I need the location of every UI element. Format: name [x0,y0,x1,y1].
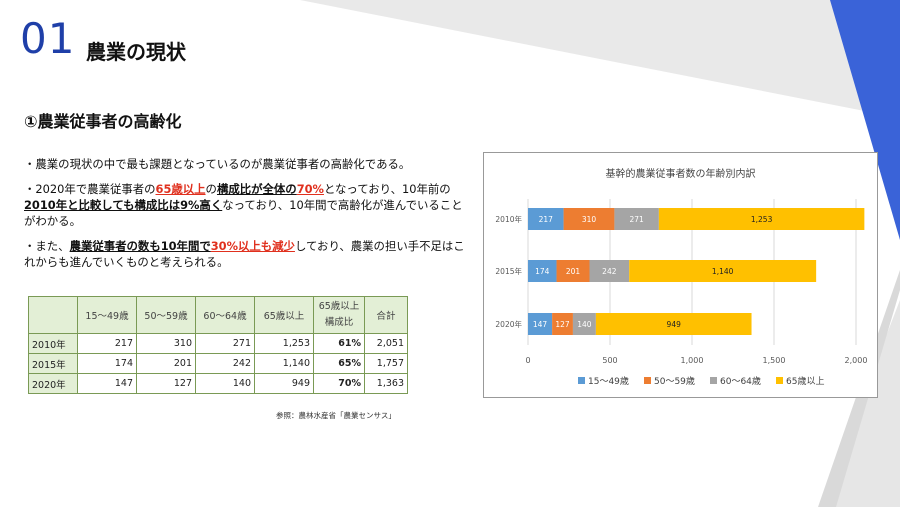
table-header-cell: 60～64歳 [195,296,255,334]
x-tick-label: 500 [602,356,617,365]
table-header-cell [28,296,78,334]
x-tick-label: 1,000 [681,356,704,365]
bullet-text: しており、農業の担い手不足はこれからも進んでいくものと考えられる。 [24,239,465,269]
table-cell: 147 [77,373,137,394]
bullet-text: ・農業の現状の中で最も課題となっているのが農業従事者の高齢化である。 [24,157,411,171]
stacked-bar-chart: 0 500 1,000 1,500 2,000 2010年 217 310 271 1,253 20… [495,199,868,387]
bullet-item-2: ・2020年で農業従事者の65歳以上の構成比が全体の70%となっており、10年前… [24,181,468,229]
table-row-label: 2010年 [28,333,78,354]
bar-segment [658,208,865,230]
bullet-item-1: ・農業の現状の中で最も課題となっているのが農業従事者の高齢化である。 [24,156,468,172]
y-category-label: 2015年 [495,266,522,276]
data-label: 1,253 [751,215,773,224]
data-label: 242 [602,267,617,276]
bullet-text: ・また、 [24,239,70,253]
data-label: 1,140 [712,267,734,276]
data-label: 201 [566,267,581,276]
highlight-text: 構成比が全体の [216,182,297,196]
x-tick-label: 0 [525,356,530,365]
table-cell: 61% [313,333,365,354]
data-label: 174 [535,267,550,276]
legend-swatch [776,377,783,384]
legend-label: 15～49歳 [588,375,629,387]
legend-swatch [710,377,717,384]
highlight-text: 2010年と比較しても構成比は9%高く [24,198,223,212]
table-cell: 271 [195,333,255,354]
table-row: 2015年 174 201 242 1,140 65% 1,757 [28,353,408,374]
data-label: 147 [533,320,548,329]
table-cell: 217 [77,333,137,354]
table-cell: 310 [136,333,196,354]
table-header-cell: 65歳以上 [254,296,314,334]
highlight-text: 65歳以上 [155,182,206,196]
section-heading: ①農業従事者の高齢化 [24,112,182,131]
bullet-text: の [205,182,217,196]
table-header-cell: 15～49歳 [77,296,137,334]
bar-segment [528,260,557,282]
table-cell: 65% [313,353,365,374]
table-cell: 201 [136,353,196,374]
bar-segment [629,260,817,282]
table-cell: 174 [77,353,137,374]
bullet-text: なっており、10年間で高齢化が進んでいることがわかる。 [24,198,463,228]
bar-segment [572,313,596,335]
bullet-item-3: ・また、農業従事者の数も10年間で30%以上も減少しており、農業の担い手不足はこ… [24,238,468,270]
table-header-cell: 合計 [364,296,408,334]
data-label: 310 [582,215,597,224]
deco-blue-band [830,0,900,240]
legend-swatch [644,377,651,384]
x-tick-label: 1,500 [763,356,786,365]
highlight-text: 30%以上も減少 [210,239,295,253]
bar-segment [528,208,564,230]
highlight-text: 農業従事者の数も10年間で [69,239,211,253]
bar-segment [556,260,590,282]
highlight-text: 70% [296,182,324,196]
table-cell: 1,363 [364,373,408,394]
table-cell: 242 [195,353,255,374]
table-row-label: 2015年 [28,353,78,374]
bar-segment [614,208,659,230]
table-row: 2020年 147 127 140 949 70% 1,363 [28,373,408,394]
deco-gray-band-top [300,0,900,118]
bar-segment [563,208,615,230]
legend-swatch [578,377,585,384]
bar-segment [528,313,553,335]
table-header-row: 15～49歳 50～59歳 60～64歳 65歳以上 65歳以上 構成比 合計 [28,296,408,334]
table-header-cell: 50～59歳 [136,296,196,334]
legend-label: 60～64歳 [720,375,761,387]
bullet-list: ・農業の現状の中で最も課題となっているのが農業従事者の高齢化である。 ・2020… [24,156,468,279]
bar-segment [595,313,752,335]
table-cell: 2,051 [364,333,408,354]
table-cell: 949 [254,373,314,394]
chart-container: 基幹的農業従事者数の年齢別内訳 0 500 1,000 1,500 2,000 2010年… [483,152,878,398]
table-row: 2010年 217 310 271 1,253 61% 2,051 [28,333,408,354]
bullet-text: となっており、10年前の [323,182,451,196]
data-label: 949 [667,320,682,329]
table-cell: 1,140 [254,353,314,374]
y-category-label: 2020年 [495,319,522,329]
table-header-cell: 65歳以上 構成比 [313,296,365,334]
table-cell: 1,253 [254,333,314,354]
x-tick-label: 2,000 [845,356,868,365]
table-row-label: 2020年 [28,373,78,394]
bar-segment [552,313,573,335]
data-label: 271 [629,215,644,224]
table-cell: 70% [313,373,365,394]
data-label: 217 [539,215,554,224]
bullet-text: ・2020年で農業従事者の [24,182,156,196]
data-label: 127 [555,320,570,329]
data-label: 140 [577,320,592,329]
table-cell: 127 [136,373,196,394]
age-composition-table: 15～49歳 50～59歳 60～64歳 65歳以上 65歳以上 構成比 合計 … [28,296,408,394]
bar-segment [589,260,630,282]
y-category-label: 2010年 [495,214,522,224]
table-cell: 1,757 [364,353,408,374]
chart-title: 基幹的農業従事者数の年齢別内訳 [605,169,756,180]
legend-label: 50～59歳 [654,375,695,387]
slide-title: 農業の現状 [86,40,186,64]
slide-number: 01 [20,14,76,63]
table-cell: 140 [195,373,255,394]
source-note: 参照：農林水産省「農業センサス」 [276,411,396,420]
legend-label: 65歳以上 [786,375,824,387]
